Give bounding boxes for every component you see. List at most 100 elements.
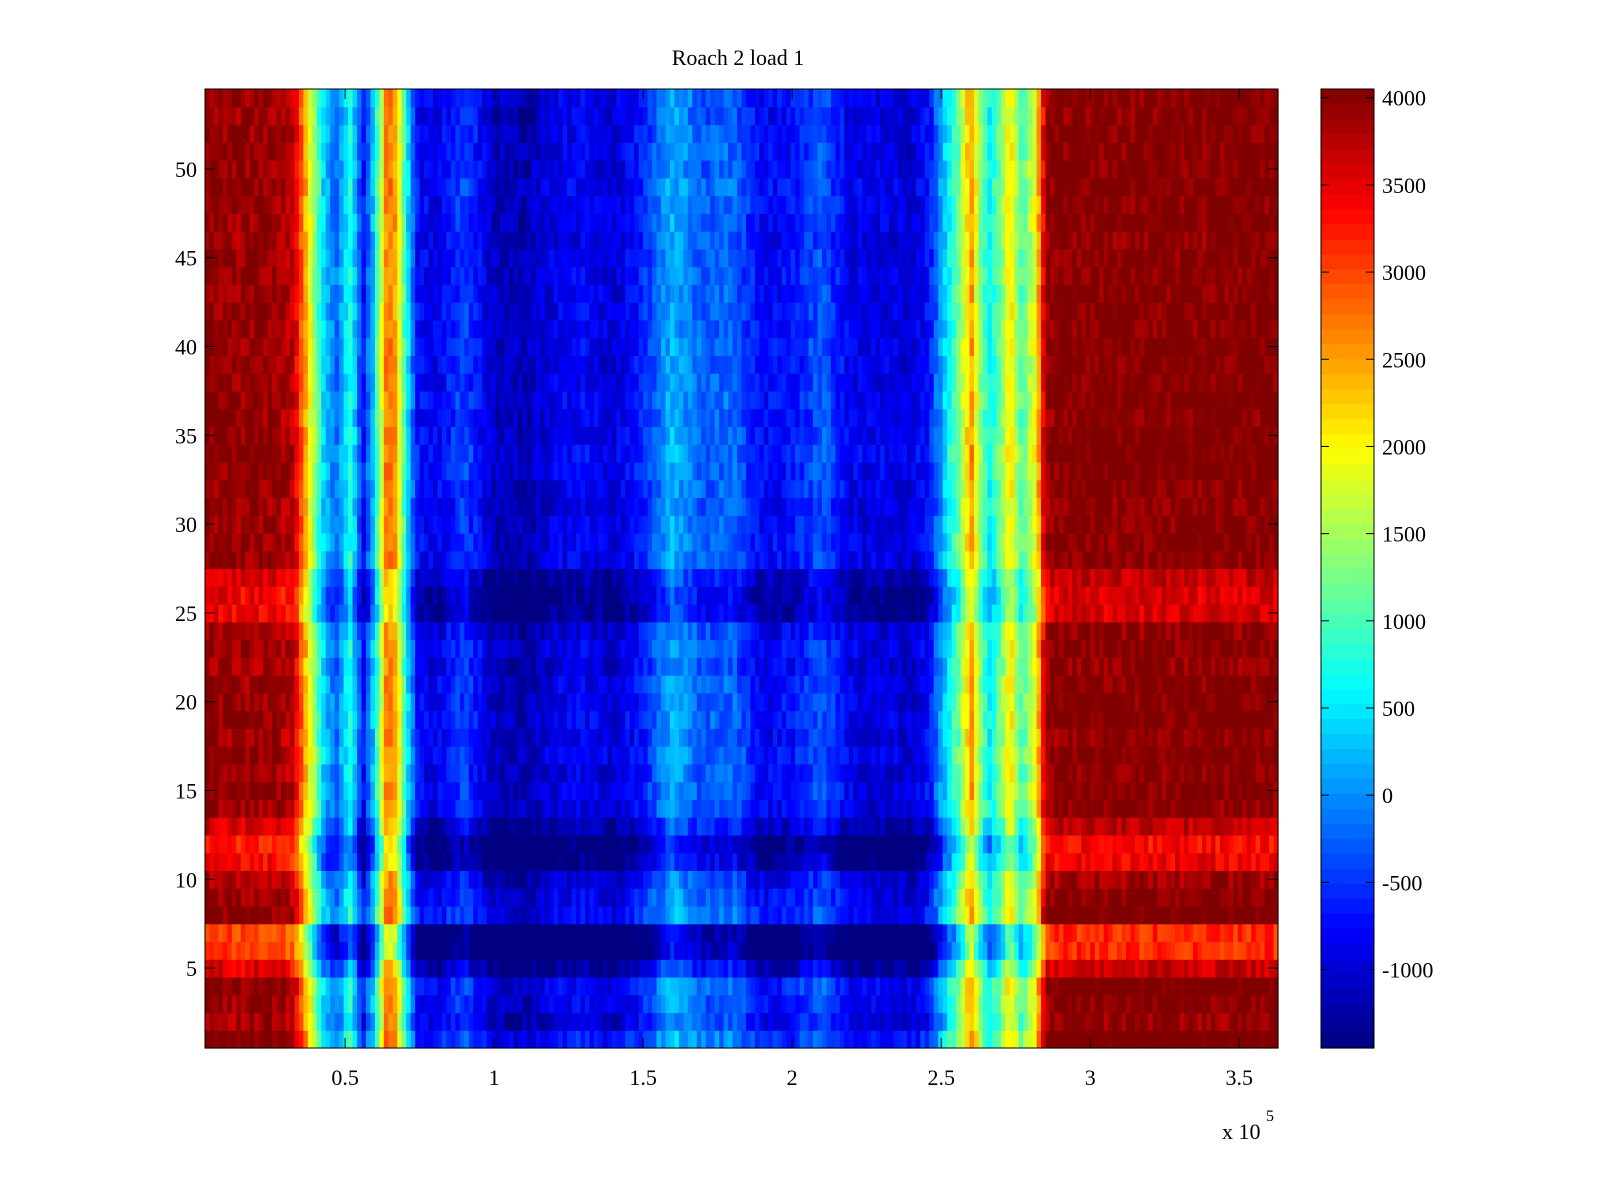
heatmap-cell xyxy=(661,781,667,800)
heatmap-cell xyxy=(1036,1030,1042,1049)
heatmap-cell xyxy=(1108,728,1114,747)
heatmap-cell xyxy=(906,959,912,978)
heatmap-cell xyxy=(1134,728,1140,747)
heatmap-cell xyxy=(1148,817,1154,836)
heatmap-cell xyxy=(526,994,532,1014)
heatmap-cell xyxy=(1202,781,1208,800)
heatmap-cell xyxy=(799,781,805,800)
heatmap-cell xyxy=(392,799,398,818)
heatmap-cell xyxy=(1094,728,1100,747)
heatmap-cell xyxy=(486,888,492,907)
heatmap-cell xyxy=(298,692,304,712)
heatmap-cell xyxy=(1027,870,1033,889)
heatmap-cell xyxy=(491,1012,497,1031)
heatmap-cell xyxy=(1197,923,1203,943)
heatmap-cell xyxy=(495,959,501,978)
heatmap-cell xyxy=(231,923,237,943)
heatmap-cell xyxy=(1237,817,1243,836)
heatmap-cell xyxy=(473,1030,479,1049)
heatmap-cell xyxy=(424,1030,430,1049)
heatmap-cell xyxy=(365,923,372,943)
heatmap-cell xyxy=(647,817,653,836)
heatmap-cell xyxy=(790,799,796,818)
heatmap-cell xyxy=(370,1012,376,1031)
heatmap-cell xyxy=(719,888,725,907)
heatmap-cell xyxy=(683,728,689,747)
heatmap-cell xyxy=(687,959,693,978)
heatmap-cell xyxy=(1197,870,1203,889)
heatmap-cell xyxy=(781,905,787,925)
heatmap-cell xyxy=(1242,710,1248,729)
heatmap-cell xyxy=(790,675,796,694)
heatmap-cell xyxy=(316,959,322,978)
heatmap-cell xyxy=(553,834,559,854)
chart-title: Roach 2 load 1 xyxy=(672,45,805,70)
heatmap-cell xyxy=(889,870,895,889)
heatmap-cell xyxy=(1148,728,1154,747)
heatmap-cell xyxy=(795,923,801,943)
heatmap-cell xyxy=(786,799,792,818)
heatmap-cell xyxy=(844,1012,850,1031)
heatmap-cell xyxy=(544,1030,550,1049)
heatmap-cell xyxy=(585,994,591,1014)
heatmap-cell xyxy=(889,994,895,1014)
heatmap-cell xyxy=(205,1030,211,1049)
heatmap-cell xyxy=(1112,834,1118,854)
heatmap-cell xyxy=(307,994,313,1014)
heatmap-cell xyxy=(1260,781,1266,800)
heatmap-cell xyxy=(1063,976,1069,996)
heatmap-cell xyxy=(321,710,327,729)
heatmap-cell xyxy=(307,746,313,765)
heatmap-cell xyxy=(249,675,255,694)
heatmap-cell xyxy=(321,959,327,978)
heatmap-cell xyxy=(857,923,863,943)
heatmap-cell xyxy=(643,763,649,783)
heatmap-cell xyxy=(938,834,944,854)
heatmap-cell xyxy=(853,923,859,943)
heatmap-cell xyxy=(723,976,729,996)
heatmap-cell xyxy=(459,941,465,960)
heatmap-cell xyxy=(205,799,211,818)
heatmap-cell xyxy=(795,888,801,907)
heatmap-cell xyxy=(678,870,684,889)
heatmap-cell xyxy=(1014,692,1020,712)
heatmap-cell xyxy=(365,1030,372,1049)
heatmap-cell xyxy=(973,675,980,694)
heatmap-cell xyxy=(517,834,524,854)
heatmap-cell xyxy=(705,976,711,996)
heatmap-cell xyxy=(1041,994,1047,1014)
heatmap-cell xyxy=(795,710,801,729)
heatmap-cell xyxy=(388,728,394,747)
heatmap-cell xyxy=(437,834,443,854)
heatmap-cell xyxy=(1228,959,1234,978)
heatmap-cell xyxy=(772,994,778,1014)
heatmap-cell xyxy=(835,905,841,925)
heatmap-cell xyxy=(714,941,720,960)
heatmap-cell xyxy=(1117,905,1123,925)
heatmap-cell xyxy=(634,1012,640,1031)
heatmap-cell xyxy=(1054,763,1060,783)
heatmap-cell xyxy=(652,728,658,747)
heatmap-cell xyxy=(1005,728,1011,747)
heatmap-cell xyxy=(549,799,555,818)
heatmap-cell xyxy=(701,1030,707,1049)
heatmap-cell xyxy=(611,1012,617,1031)
heatmap-cell xyxy=(504,888,510,907)
heatmap-cell xyxy=(1067,799,1073,818)
heatmap-cell xyxy=(294,941,300,960)
heatmap-cell xyxy=(455,905,461,925)
heatmap-cell xyxy=(312,870,318,889)
heatmap-cell xyxy=(817,852,823,872)
heatmap-cell xyxy=(254,1030,260,1049)
heatmap-cell xyxy=(281,888,287,907)
heatmap-cell xyxy=(911,746,917,765)
heatmap-cell xyxy=(285,746,291,765)
heatmap-cell xyxy=(473,710,479,729)
heatmap-cell xyxy=(839,675,845,694)
heatmap-cell xyxy=(1023,763,1029,783)
heatmap-cell xyxy=(1036,799,1042,818)
heatmap-cell xyxy=(1255,870,1261,889)
heatmap-cell xyxy=(1009,941,1015,960)
heatmap-cell xyxy=(374,923,380,943)
heatmap-cell xyxy=(924,817,930,836)
